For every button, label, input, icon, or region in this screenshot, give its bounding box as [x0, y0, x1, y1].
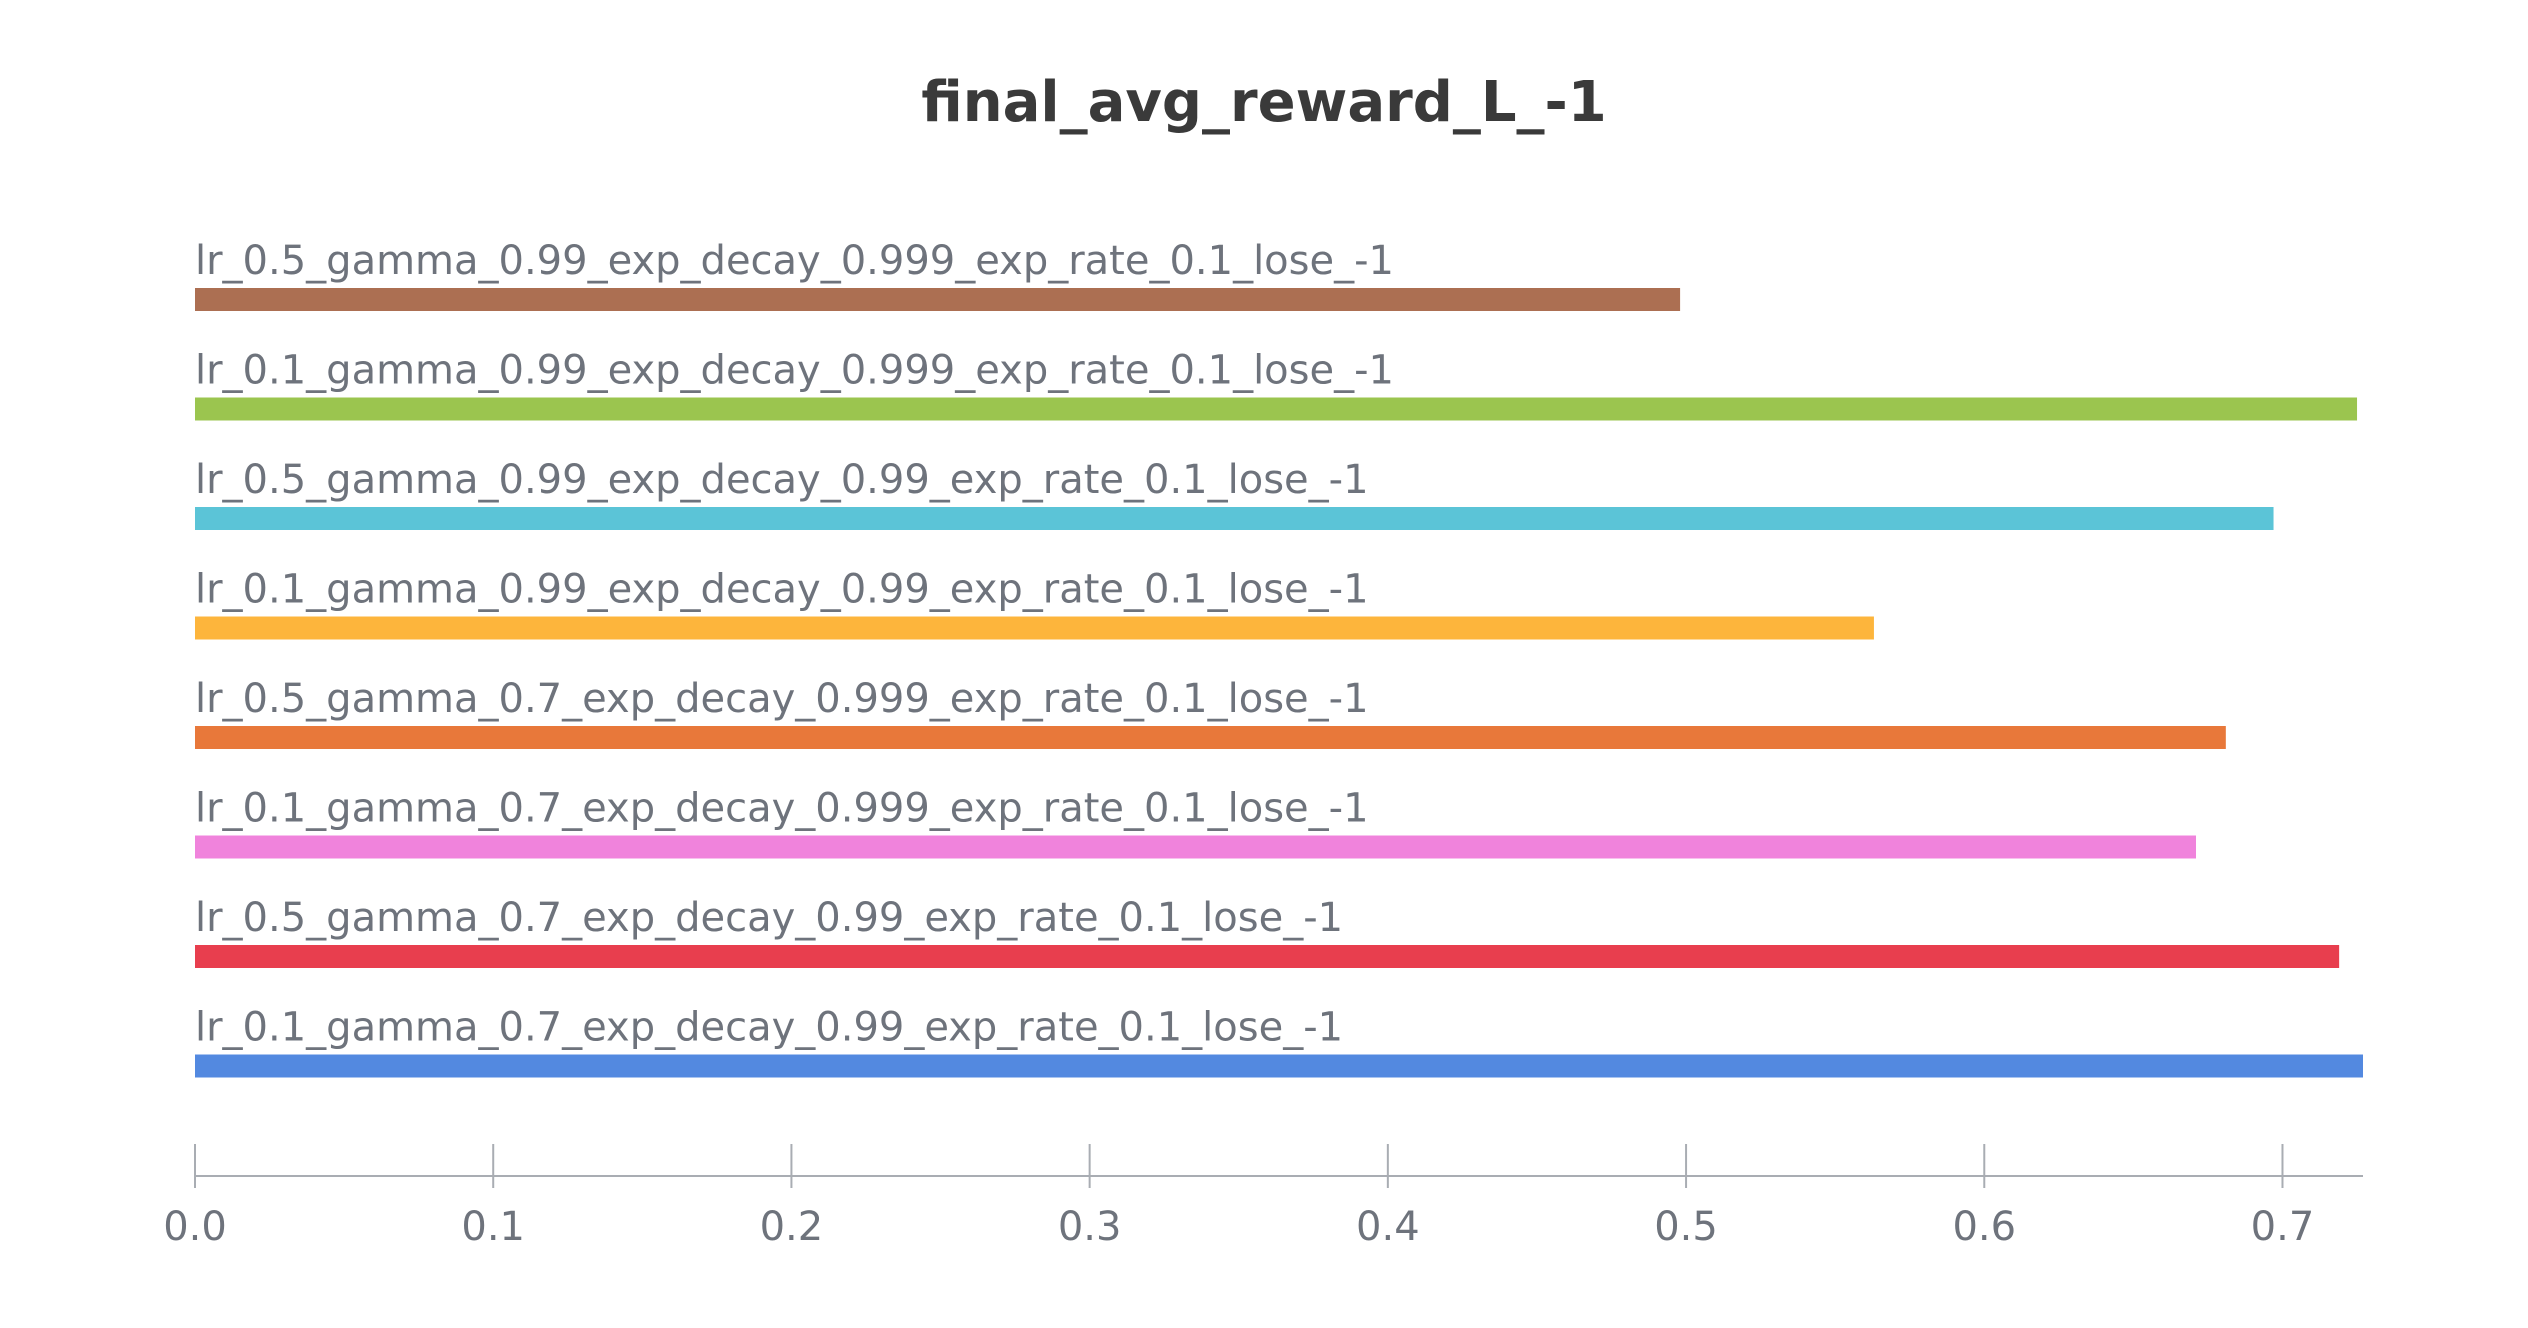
bar-label: lr_0.1_gamma_0.7_exp_decay_0.99_exp_rate… [195, 1005, 1343, 1051]
bar-label: lr_0.1_gamma_0.99_exp_decay_0.99_exp_rat… [195, 567, 1369, 613]
chart-title: final_avg_reward_L_-1 [921, 70, 1607, 135]
bar-label: lr_0.5_gamma_0.7_exp_decay_0.999_exp_rat… [195, 676, 1369, 722]
bar[interactable] [195, 507, 2274, 530]
bar[interactable] [195, 835, 2197, 859]
x-axis: 0.0 0.1 0.2 0.3 0.4 0.5 0.6 0.7 [163, 1144, 2363, 1250]
bar[interactable] [195, 288, 1681, 311]
bar-label: lr_0.5_gamma_0.99_exp_decay_0.99_exp_rat… [195, 457, 1369, 503]
bar-label: lr_0.5_gamma_0.7_exp_decay_0.99_exp_rate… [195, 895, 1343, 941]
x-tick-label: 0.1 [461, 1204, 525, 1250]
x-tick-label: 0.0 [163, 1204, 227, 1250]
bar-label: lr_0.5_gamma_0.99_exp_decay_0.999_exp_ra… [195, 238, 1394, 284]
bar[interactable] [195, 616, 1874, 640]
x-tick-label: 0.3 [1058, 1204, 1122, 1250]
bar-label: lr_0.1_gamma_0.7_exp_decay_0.999_exp_rat… [195, 786, 1369, 832]
bars-layer: lr_0.5_gamma_0.99_exp_decay_0.999_exp_ra… [195, 238, 2363, 1078]
bar[interactable] [195, 397, 2358, 421]
bar[interactable] [195, 945, 2340, 968]
x-tick-label: 0.6 [1952, 1204, 2016, 1250]
bar-label: lr_0.1_gamma_0.99_exp_decay_0.999_exp_ra… [195, 348, 1394, 394]
x-tick-label: 0.7 [2251, 1204, 2315, 1250]
x-tick-label: 0.4 [1356, 1204, 1420, 1250]
x-tick-label: 0.5 [1654, 1204, 1718, 1250]
bar[interactable] [195, 726, 2226, 749]
x-tick-label: 0.2 [760, 1204, 824, 1250]
bar[interactable] [195, 1054, 2363, 1078]
